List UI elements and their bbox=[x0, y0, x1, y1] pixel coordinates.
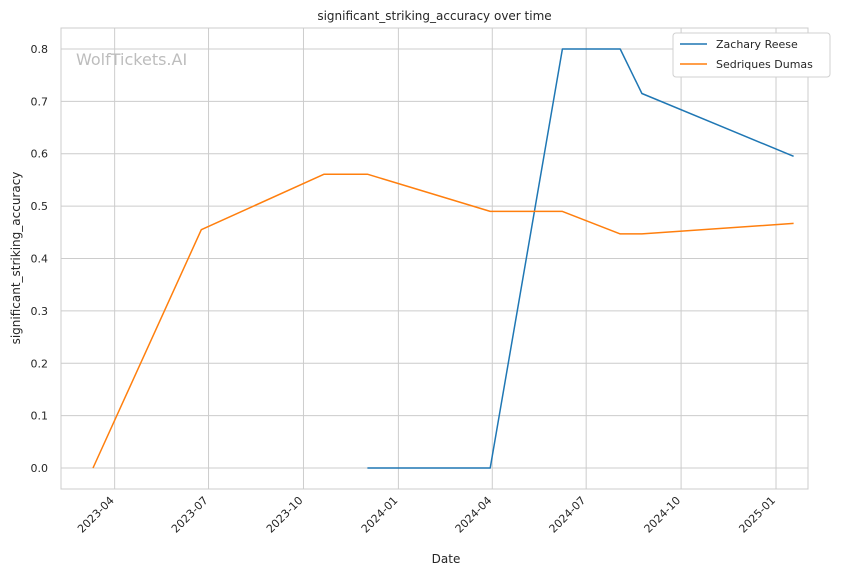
y-tick-label: 0.2 bbox=[31, 357, 49, 370]
y-tick-label: 0.5 bbox=[31, 200, 49, 213]
legend-label: Sedriques Dumas bbox=[716, 58, 813, 71]
series-line-1 bbox=[92, 173, 794, 469]
y-tick-label: 0.8 bbox=[31, 43, 49, 56]
legend-box bbox=[672, 32, 831, 78]
y-axis-label: significant_striking_accuracy bbox=[9, 172, 23, 345]
x-axis-label: Date bbox=[432, 552, 461, 566]
y-tick-label: 0.4 bbox=[31, 253, 49, 266]
watermark: WolfTickets.AI bbox=[76, 50, 187, 69]
series-layer bbox=[92, 48, 794, 469]
legend: Zachary Reese Sedriques Dumas bbox=[672, 32, 831, 78]
legend-label: Zachary Reese bbox=[716, 38, 798, 51]
chart-title: significant_striking_accuracy over time bbox=[317, 9, 551, 23]
plot-frame bbox=[60, 27, 809, 490]
y-tick-labels: 0.0 0.1 0.2 0.3 0.4 0.5 0.6 0.7 0.8 bbox=[31, 43, 49, 475]
y-tick-label: 0.3 bbox=[31, 305, 49, 318]
y-tick-label: 0.0 bbox=[31, 462, 49, 475]
series-line-0 bbox=[367, 48, 794, 469]
y-tick-label: 0.6 bbox=[31, 148, 49, 161]
y-tick-label: 0.7 bbox=[31, 95, 49, 108]
y-tick-label: 0.1 bbox=[31, 410, 49, 423]
